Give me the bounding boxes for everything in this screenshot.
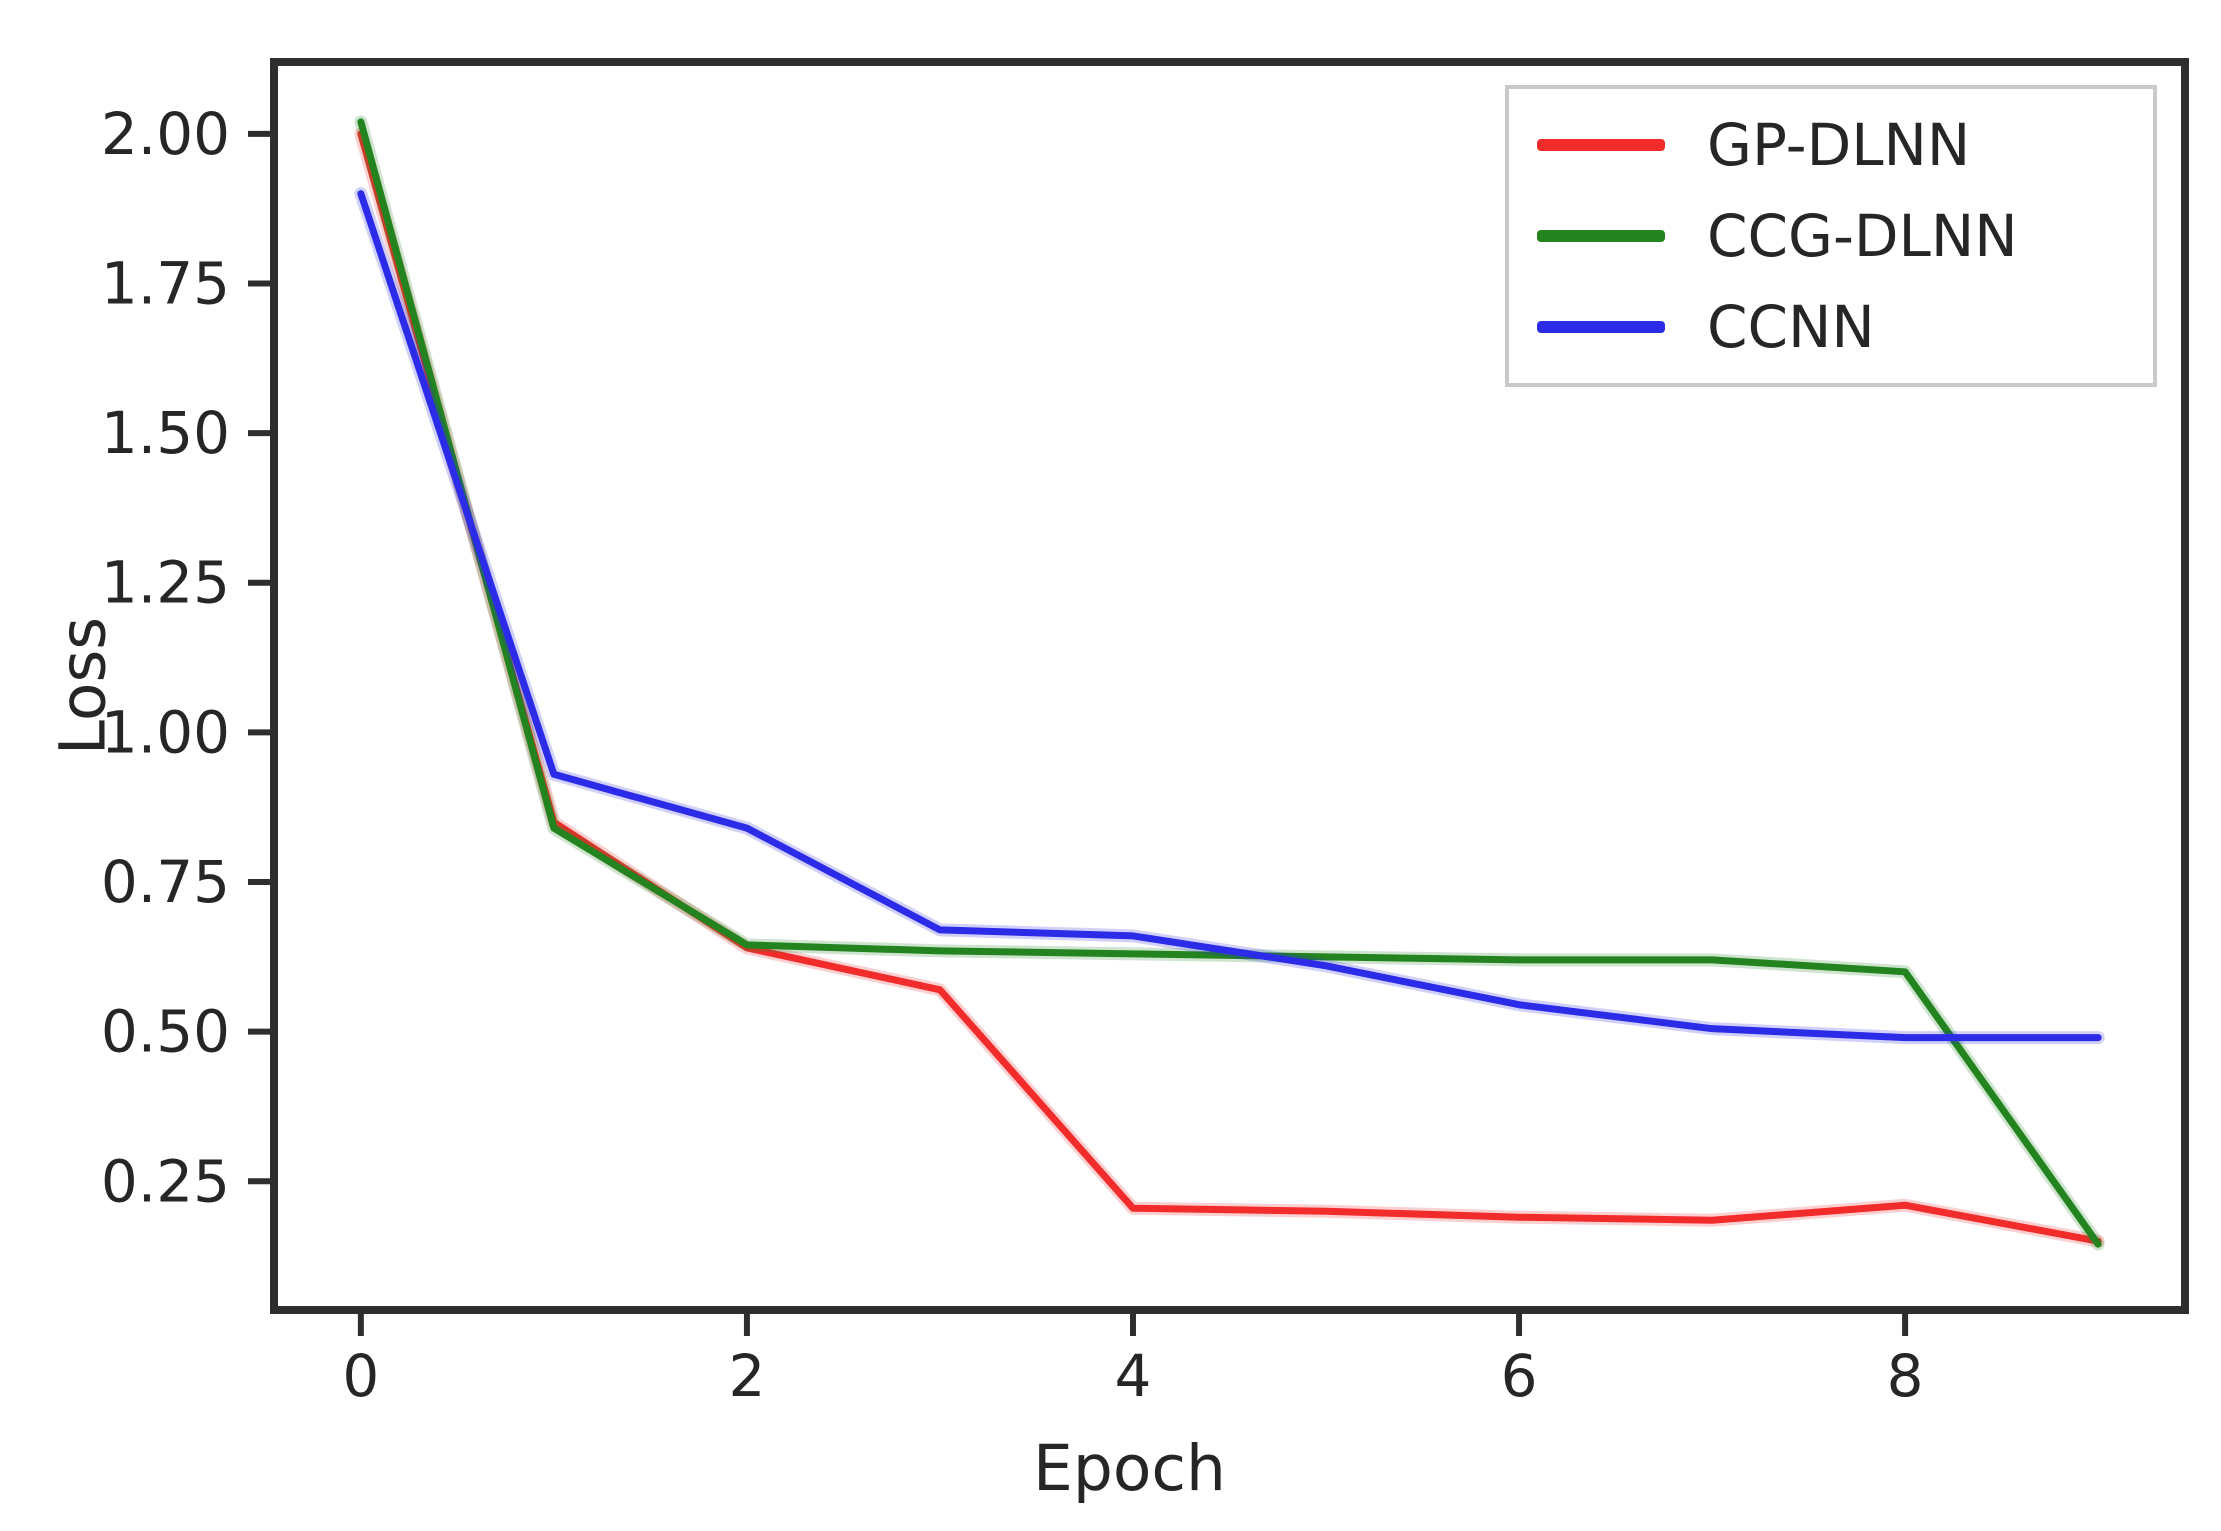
- y-tick-label: 2.00: [101, 100, 230, 168]
- y-tick-label: 1.75: [101, 249, 230, 317]
- legend-item: CCNN: [1537, 298, 2153, 356]
- legend-item: GP-DLNN: [1537, 116, 2153, 174]
- y-tick-label: 0.75: [101, 848, 230, 916]
- x-tick-label: 4: [1115, 1342, 1152, 1410]
- series-line-ccnn: [357, 190, 2102, 1042]
- y-axis-label: Loss: [46, 616, 120, 756]
- legend-label: CCNN: [1707, 293, 1875, 362]
- y-tick-label: 1.00: [101, 698, 230, 766]
- legend-label: CCG-DLNN: [1707, 201, 2018, 270]
- x-tick-label: 6: [1501, 1342, 1538, 1410]
- legend-line-swatch-green: [1537, 229, 1665, 242]
- y-tick-label: 1.25: [101, 549, 230, 617]
- plot-border: [270, 58, 2189, 1314]
- legend-label: GP-DLNN: [1707, 110, 1971, 179]
- x-tick-label: 8: [1887, 1342, 1924, 1410]
- legend-line-swatch-red: [1537, 138, 1665, 151]
- series-line-ccg-dlnn: [357, 118, 2102, 1248]
- legend-item: CCG-DLNN: [1537, 207, 2153, 265]
- x-tick-label: 0: [342, 1342, 379, 1410]
- x-tick-label: 2: [728, 1342, 765, 1410]
- y-tick-label: 0.25: [101, 1147, 230, 1215]
- x-axis-label: Epoch: [1033, 1432, 1226, 1505]
- legend-line-swatch-blue: [1537, 321, 1665, 334]
- legend: GP-DLNN CCG-DLNN CCNN: [1505, 85, 2157, 387]
- y-tick-label: 1.50: [101, 399, 230, 467]
- y-tick-label: 0.50: [101, 998, 230, 1066]
